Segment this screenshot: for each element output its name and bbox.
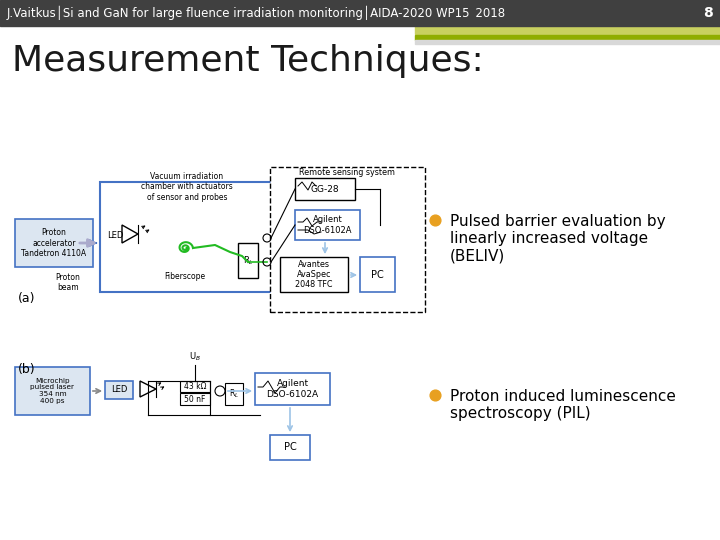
Text: Measurement Techniques:: Measurement Techniques: <box>12 44 484 78</box>
Bar <box>415 35 720 40</box>
Text: LED: LED <box>111 386 127 395</box>
Bar <box>415 40 720 44</box>
Text: Agilent
DSO-6102A: Agilent DSO-6102A <box>303 215 352 235</box>
Bar <box>180 381 210 392</box>
Text: (a): (a) <box>18 292 35 305</box>
Text: Pulsed barrier evaluation by
linearly increased voltage
(BELIV): Pulsed barrier evaluation by linearly in… <box>450 214 665 264</box>
Bar <box>295 178 355 200</box>
Text: Proton
accelerator
Tandetron 4110A: Proton accelerator Tandetron 4110A <box>22 228 86 258</box>
Text: LED: LED <box>107 231 123 240</box>
Point <box>429 215 441 224</box>
Bar <box>180 393 210 405</box>
Bar <box>100 182 275 292</box>
Text: J.Vaitkus│Si and GaN for large fluence irradiation monitoring│AIDA-2020 WP15 201: J.Vaitkus│Si and GaN for large fluence i… <box>7 6 506 20</box>
Text: 8: 8 <box>703 6 713 20</box>
Text: U$_B$: U$_B$ <box>189 350 201 363</box>
Bar <box>15 219 93 267</box>
Text: Avantes
AvaSpec
2048 TFC: Avantes AvaSpec 2048 TFC <box>295 260 333 289</box>
Bar <box>15 367 90 415</box>
Text: 50 nF: 50 nF <box>184 395 206 403</box>
Text: Agilent
DSO-6102A: Agilent DSO-6102A <box>266 379 318 399</box>
Bar <box>280 257 348 292</box>
Text: R$_L$: R$_L$ <box>243 254 253 267</box>
Bar <box>0 0 720 26</box>
Text: (b): (b) <box>18 363 35 376</box>
Text: 43 kΩ: 43 kΩ <box>184 382 206 391</box>
Text: Proton
beam: Proton beam <box>55 273 81 292</box>
Text: Microchip
pulsed laser
354 nm
400 ps: Microchip pulsed laser 354 nm 400 ps <box>30 377 74 404</box>
Bar <box>270 435 310 460</box>
Text: PC: PC <box>371 269 384 280</box>
Bar <box>225 383 243 405</box>
Bar <box>270 167 425 312</box>
Text: GG-28: GG-28 <box>311 185 339 193</box>
Text: PC: PC <box>284 442 297 453</box>
Text: Vacuum irradiation
chamber with actuators
of sensor and probes: Vacuum irradiation chamber with actuator… <box>141 172 233 202</box>
Bar <box>360 257 395 292</box>
Text: R$_L$: R$_L$ <box>229 388 239 400</box>
Bar <box>105 381 133 399</box>
Bar <box>255 373 330 405</box>
Text: Fiberscope: Fiberscope <box>164 272 206 281</box>
Point <box>429 390 441 399</box>
Bar <box>238 243 258 278</box>
Bar <box>295 210 360 240</box>
Text: Remote sensing system: Remote sensing system <box>299 168 395 177</box>
Text: Proton induced luminescence
spectroscopy (PIL): Proton induced luminescence spectroscopy… <box>450 389 676 421</box>
Bar <box>415 26 720 34</box>
